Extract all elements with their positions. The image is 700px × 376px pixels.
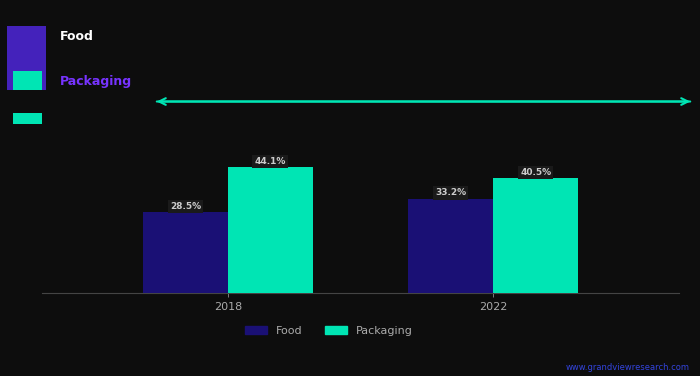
Text: 44.1%: 44.1%	[255, 157, 286, 166]
Bar	[408, 199, 493, 293]
Bar	[143, 212, 228, 293]
Bar	[494, 178, 578, 293]
Text: Food: Food	[60, 30, 93, 43]
Legend: Food, Packaging: Food, Packaging	[240, 322, 417, 341]
Bar	[228, 167, 313, 293]
Text: 28.5%: 28.5%	[170, 202, 201, 211]
Text: 33.2%: 33.2%	[435, 188, 466, 197]
Text: www.grandviewresearch.com: www.grandviewresearch.com	[566, 363, 690, 372]
Text: Packaging: Packaging	[60, 75, 132, 88]
Text: 40.5%: 40.5%	[520, 168, 551, 177]
